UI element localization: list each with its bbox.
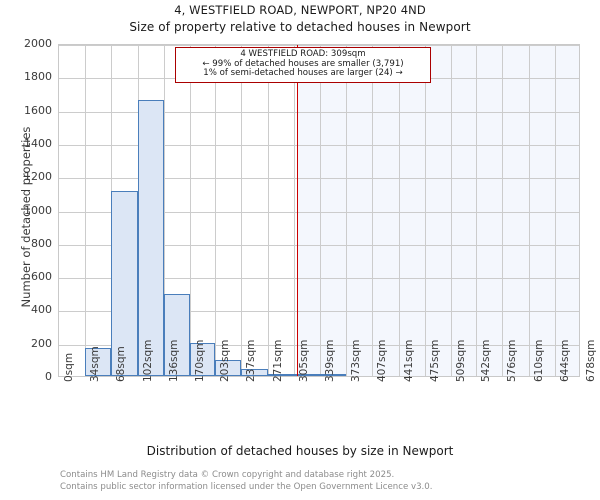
x-axis-tick-label: 441sqm xyxy=(402,339,415,382)
page-title: 4, WESTFIELD ROAD, NEWPORT, NP20 4ND xyxy=(174,3,426,17)
annotation-line-2: ← 99% of detached houses are smaller (3,… xyxy=(202,58,404,69)
gridline xyxy=(424,45,426,376)
y-axis-tick-label: 800 xyxy=(31,236,52,250)
histogram-bar xyxy=(320,374,347,376)
x-axis-tick-label: 68sqm xyxy=(115,346,128,382)
x-axis-tick-label: 271sqm xyxy=(271,339,284,382)
x-axis-tick-label: 339sqm xyxy=(324,339,336,382)
histogram-bar xyxy=(85,347,112,376)
gridline xyxy=(502,45,504,376)
histogram-bar xyxy=(267,373,294,376)
gridline xyxy=(528,45,530,376)
y-axis-tick-label: 1400 xyxy=(24,136,52,150)
property-marker-line xyxy=(296,45,299,376)
chart-subtitle: Size of property relative to detached ho… xyxy=(129,20,471,34)
gridline xyxy=(59,211,579,213)
gridline xyxy=(450,45,452,376)
annotation-line-1: 4 WESTFIELD ROAD: 309sqm xyxy=(240,49,366,59)
histogram-bars xyxy=(59,45,579,376)
histogram-bar xyxy=(215,360,242,376)
x-axis-title: Distribution of detached houses by size … xyxy=(146,444,454,458)
x-axis-tick-label: 237sqm xyxy=(245,339,258,382)
y-axis-tick-label: 400 xyxy=(31,303,52,317)
gridline xyxy=(59,178,579,180)
histogram-bar xyxy=(293,374,320,376)
histogram-bar xyxy=(111,191,138,376)
gridline xyxy=(59,111,579,113)
y-axis-tick-label: 1200 xyxy=(24,170,52,184)
gridline xyxy=(267,45,269,376)
x-axis-tick-label: 102sqm xyxy=(141,339,154,382)
gridline xyxy=(59,278,579,280)
x-axis-tick-label: 136sqm xyxy=(167,339,180,382)
gridline xyxy=(372,45,374,376)
histogram-bar xyxy=(137,99,164,376)
x-axis-tick-label: 475sqm xyxy=(428,339,441,382)
footer-line-2: Contains public sector information licen… xyxy=(60,481,433,492)
above-threshold-shading xyxy=(296,45,579,376)
y-axis-tick-label: 1800 xyxy=(24,70,52,84)
gridline xyxy=(398,45,400,376)
annotation-box: 4 WESTFIELD ROAD: 309sqm ← 99% of detach… xyxy=(175,47,431,83)
annotation-line-3: 1% of semi-detached houses are larger (2… xyxy=(203,68,403,79)
footer-line-1: Contains HM Land Registry data © Crown c… xyxy=(60,470,395,480)
gridline xyxy=(554,45,556,376)
y-axis-tick-label: 1000 xyxy=(24,203,52,217)
x-axis-tick-label: 0sqm xyxy=(63,352,75,382)
gridline xyxy=(215,45,217,376)
gridline xyxy=(476,45,478,376)
x-axis-tick-label: 576sqm xyxy=(506,339,519,382)
gridline xyxy=(59,311,579,313)
x-axis-tick-label: 203sqm xyxy=(219,339,232,382)
histogram-bar xyxy=(189,343,216,376)
gridline xyxy=(59,144,579,146)
y-axis-tick-label: 200 xyxy=(31,336,52,350)
histogram-bar xyxy=(163,294,190,376)
x-axis-tick-label: 373sqm xyxy=(350,339,363,382)
gridline xyxy=(59,45,579,46)
footer-attribution: Contains HM Land Registry data © Crown c… xyxy=(60,470,560,493)
y-axis-tick-label: 1600 xyxy=(24,103,52,117)
plot-area xyxy=(58,44,580,377)
gridline xyxy=(85,45,87,376)
gridline xyxy=(241,45,243,376)
x-axis-tick-label: 305sqm xyxy=(297,339,310,382)
gridline xyxy=(346,45,348,376)
y-axis-tick-label: 2000 xyxy=(24,37,52,50)
gridline xyxy=(293,45,295,376)
y-axis-tick-label: 600 xyxy=(31,270,52,284)
x-axis-tick-label: 610sqm xyxy=(532,339,545,382)
x-axis-tick-label: 678sqm xyxy=(585,339,597,382)
x-axis-tick-label: 644sqm xyxy=(558,339,571,382)
gridline xyxy=(59,344,579,346)
gridline xyxy=(59,244,579,246)
gridline xyxy=(189,45,191,376)
y-axis-tick-label: 0 xyxy=(45,370,52,383)
x-axis-tick-label: 407sqm xyxy=(376,339,389,382)
x-axis-tick-label: 34sqm xyxy=(89,346,102,382)
gridline xyxy=(320,45,321,376)
x-axis-tick-label: 542sqm xyxy=(480,339,493,382)
gridline xyxy=(163,45,165,376)
histogram-bar xyxy=(241,369,268,376)
x-axis-tick-label: 509sqm xyxy=(454,339,467,382)
x-axis-tick-label: 170sqm xyxy=(193,339,206,382)
